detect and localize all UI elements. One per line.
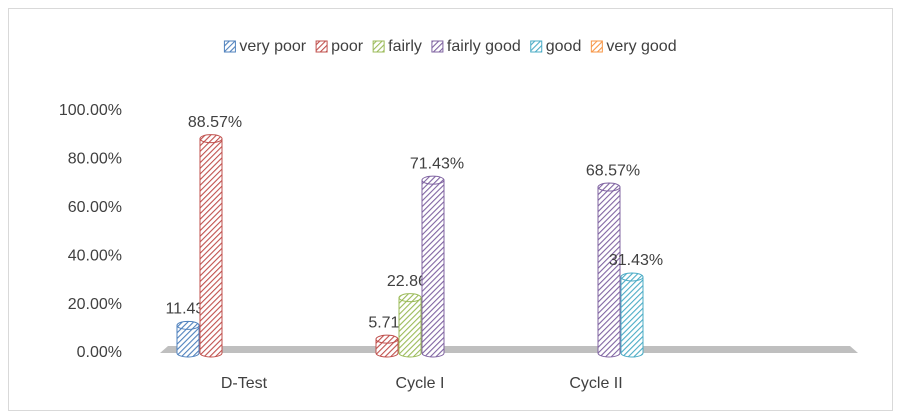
legend-swatch bbox=[315, 40, 328, 53]
bar-body bbox=[597, 186, 621, 358]
data-label: 71.43% bbox=[410, 155, 464, 172]
bar bbox=[597, 182, 621, 358]
bar-top bbox=[199, 134, 223, 144]
y-tick-label: 0.00% bbox=[77, 344, 122, 361]
bar-top bbox=[620, 272, 644, 282]
x-tick-label: Cycle II bbox=[569, 375, 622, 392]
data-label: 31.43% bbox=[609, 252, 663, 269]
y-tick-label: 40.00% bbox=[68, 247, 122, 264]
legend-item: very poor bbox=[223, 38, 307, 55]
bar bbox=[176, 320, 200, 358]
legend-label: good bbox=[546, 38, 582, 55]
bar-body bbox=[199, 138, 223, 358]
bar-body bbox=[620, 276, 644, 358]
bar-top bbox=[398, 293, 422, 303]
x-tick-label: Cycle I bbox=[396, 375, 445, 392]
bar-body bbox=[176, 324, 200, 358]
bar bbox=[398, 293, 422, 358]
legend-item: fairly bbox=[372, 38, 422, 55]
data-label: 68.57% bbox=[586, 162, 640, 179]
bar bbox=[375, 334, 399, 358]
y-tick-label: 80.00% bbox=[68, 151, 122, 168]
legend-swatch bbox=[530, 40, 543, 53]
legend-swatch bbox=[223, 40, 236, 53]
legend-swatch bbox=[372, 40, 385, 53]
bar-body bbox=[375, 338, 399, 358]
bar-top bbox=[176, 320, 200, 330]
bar bbox=[421, 175, 445, 358]
floor bbox=[160, 346, 858, 353]
x-tick-label: D-Test bbox=[221, 375, 268, 392]
bar-top bbox=[375, 334, 399, 344]
legend-item: fairly good bbox=[431, 38, 521, 55]
data-label: 88.57% bbox=[188, 114, 242, 131]
legend-label: very poor bbox=[239, 38, 306, 55]
legend-label: fairly good bbox=[447, 38, 521, 55]
legend-swatch bbox=[590, 40, 603, 53]
legend-item: poor bbox=[315, 38, 364, 55]
y-tick-label: 20.00% bbox=[68, 296, 122, 313]
chart-border bbox=[8, 8, 893, 411]
legend-swatch bbox=[431, 40, 444, 53]
bar-top bbox=[421, 175, 445, 185]
bar bbox=[620, 272, 644, 358]
legend-item: very good bbox=[590, 38, 677, 55]
bar-body bbox=[421, 179, 445, 358]
bar bbox=[199, 134, 223, 358]
legend-label: very good bbox=[606, 38, 676, 55]
y-tick-label: 100.00% bbox=[59, 102, 122, 119]
legend-label: poor bbox=[331, 38, 364, 55]
legend-label: fairly bbox=[388, 38, 422, 55]
bar-top bbox=[597, 182, 621, 192]
bar-body bbox=[398, 297, 422, 358]
y-tick-label: 60.00% bbox=[68, 199, 122, 216]
legend-item: good bbox=[530, 38, 582, 55]
